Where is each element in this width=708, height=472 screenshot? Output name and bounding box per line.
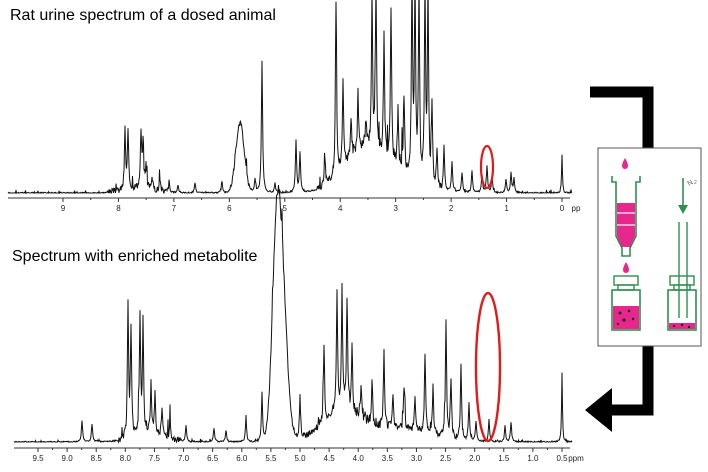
axis-tick-label: 6.5 <box>207 454 219 463</box>
axis-unit-label: ppm <box>568 454 584 463</box>
top-spectrum: 9 8 7 6 5 4 3 2 1 0 pp <box>7 0 581 213</box>
axis-tick-label: 5.0 <box>294 454 306 463</box>
axis-tick-label: 5.5 <box>265 454 277 463</box>
axis-unit-label: pp <box>572 204 581 213</box>
bottom-spectrum-title: Spectrum with enriched metabolite <box>12 248 258 265</box>
axis-tick-label: 6 <box>227 204 232 213</box>
axis-tick-label: 3.0 <box>411 454 423 463</box>
axis-tick-label: 1.5 <box>498 454 510 463</box>
axis-tick-label: 6.0 <box>236 454 248 463</box>
axis-tick-label: 9.0 <box>62 454 74 463</box>
axis-tick-label: 2.0 <box>469 454 481 463</box>
axis-tick-label: 3 <box>393 204 398 213</box>
axis-tick-label: 2 <box>449 204 454 213</box>
bottom-axis-ticks: 9.5 9.0 8.5 8.0 7.5 7.0 6.5 6.0 5.5 5.0 4.5 4.0 3.5 3… <box>32 448 584 463</box>
axis-tick-label: 9.5 <box>32 454 44 463</box>
bottom-metabolite-highlight <box>474 291 502 443</box>
bottom-spectrum: 9.5 9.0 8.5 8.0 7.5 7.0 6.5 6.0 5.5 5.0 4.5 4.0 3.5 3… <box>13 184 584 463</box>
axis-tick-label: 1.0 <box>527 454 539 463</box>
axis-tick-label: 3.5 <box>382 454 394 463</box>
axis-tick-label: 0.5 <box>556 454 568 463</box>
bracket-arrow-icon <box>585 86 654 432</box>
svg-text:2: 2 <box>694 180 697 186</box>
top-spectrum-title: Rat urine spectrum of a dosed animal <box>10 7 276 24</box>
axis-tick-label: 2.5 <box>440 454 452 463</box>
axis-tick-label: 8 <box>116 204 121 213</box>
bottom-spectrum-trace <box>13 184 573 444</box>
top-metabolite-highlight <box>479 144 495 190</box>
axis-tick-label: 8.0 <box>120 454 132 463</box>
svg-text:N: N <box>687 179 695 188</box>
axis-tick-label: 5 <box>283 204 288 213</box>
axis-tick-label: 4.0 <box>353 454 365 463</box>
axis-tick-label: 8.5 <box>91 454 103 463</box>
axis-tick-label: 4 <box>338 204 343 213</box>
axis-tick-label: 0 <box>560 204 565 213</box>
axis-tick-label: 1 <box>504 204 509 213</box>
axis-tick-label: 7 <box>172 204 177 213</box>
axis-tick-label: 7.5 <box>149 454 161 463</box>
axis-tick-label: 9 <box>61 204 66 213</box>
top-spectrum-trace <box>7 0 573 195</box>
axis-tick-label: 4.5 <box>324 454 336 463</box>
spe-cartridge-icon: N 2 <box>597 147 702 347</box>
top-axis-ticks: 9 8 7 6 5 4 3 2 1 0 pp <box>61 198 581 213</box>
axis-tick-label: 7.0 <box>178 454 190 463</box>
